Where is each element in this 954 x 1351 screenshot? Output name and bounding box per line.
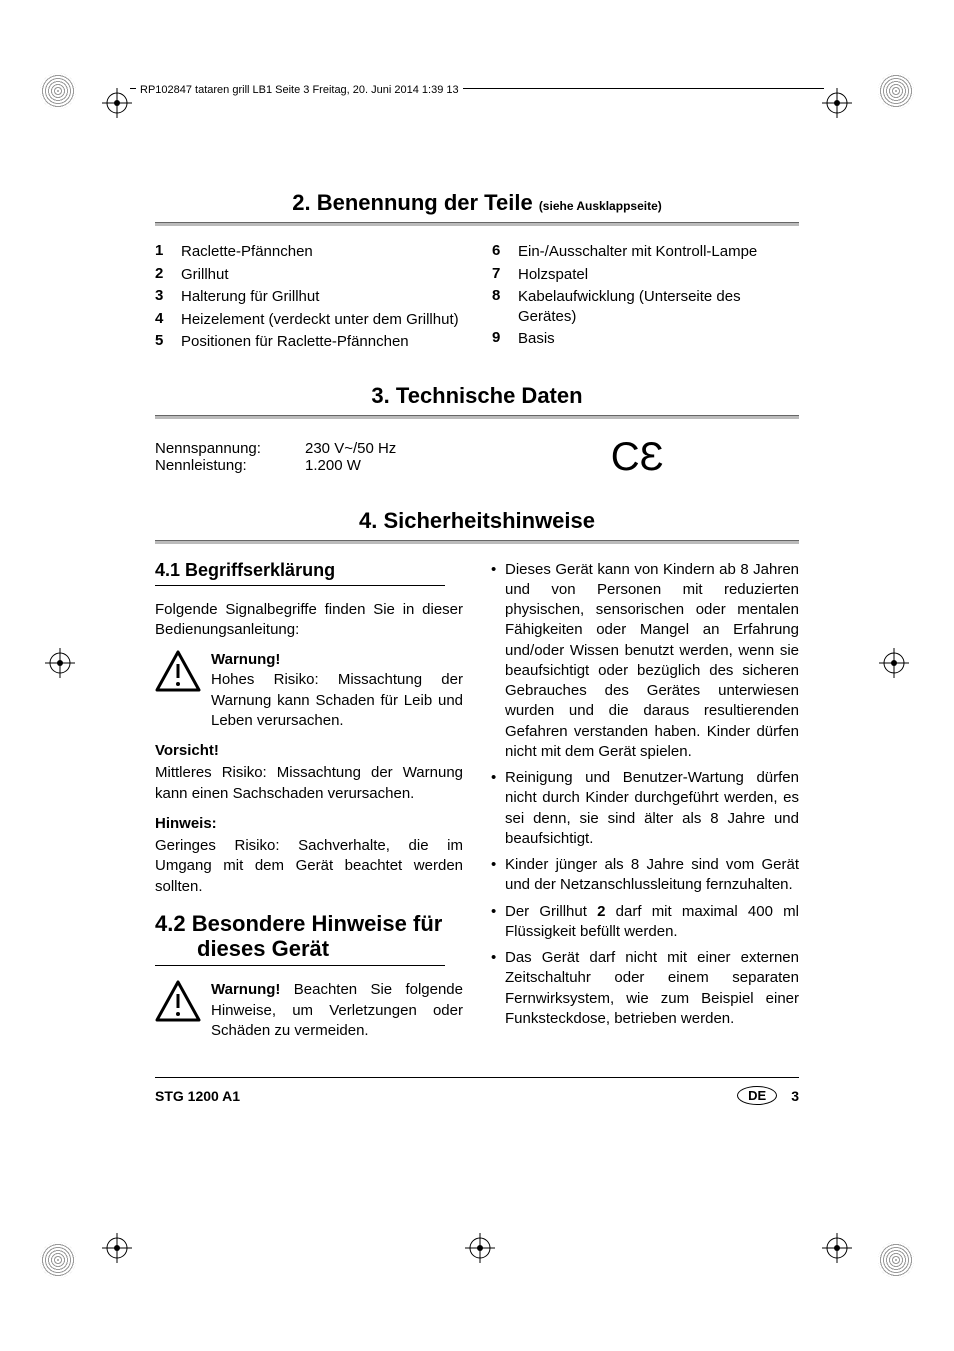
part-number: 9	[492, 329, 518, 349]
section-title-safety: 4. Sicherheitshinweise	[155, 508, 799, 534]
part-number: 7	[492, 265, 518, 285]
registration-crosshair-icon	[45, 648, 75, 678]
section-number: 4.	[359, 508, 377, 533]
section-title-text: Sicherheitshinweise	[383, 508, 595, 533]
safety-bullet: Reinigung und Benutzer-Wartung dürfen ni…	[491, 768, 799, 849]
section-divider	[155, 415, 799, 419]
registration-decoration	[40, 73, 76, 109]
registration-decoration	[878, 1242, 914, 1278]
warning-triangle-icon	[155, 650, 201, 731]
part-row: 4Heizelement (verdeckt unter dem Grillhu…	[155, 310, 462, 330]
section-title-text: Technische Daten	[396, 383, 583, 408]
warning-body: Warnung! Beachten Sie folgende Hinweise,…	[211, 980, 463, 1041]
warning-body: Warnung! Hohes Risiko: Missachtung der W…	[211, 650, 463, 731]
part-row: 1Raclette-Pfännchen	[155, 242, 462, 262]
tech-data-block: Nennspannung:230 V~/50 HzNennleistung:1.…	[155, 440, 551, 474]
tech-row: Nennleistung:1.200 W	[155, 457, 551, 474]
tech-value: 230 V~/50 Hz	[305, 440, 396, 457]
parts-column-right: 6Ein-/Ausschalter mit Kontroll-Lampe7Hol…	[492, 242, 799, 355]
section-number: 3.	[371, 383, 389, 408]
part-row: 8Kabelaufwicklung (Unterseite des Geräte…	[492, 287, 799, 326]
part-row: 6Ein-/Ausschalter mit Kontroll-Lampe	[492, 242, 799, 262]
registration-crosshair-icon	[102, 88, 132, 118]
tech-key: Nennleistung:	[155, 457, 305, 474]
part-label: Halterung für Grillhut	[181, 287, 462, 307]
part-row: 9Basis	[492, 329, 799, 349]
part-number: 8	[492, 287, 518, 326]
part-label: Holzspatel	[518, 265, 799, 285]
section-title-text: Benennung der Teile	[317, 190, 533, 215]
part-number: 2	[155, 265, 181, 285]
part-number: 5	[155, 332, 181, 352]
section-title-tech: 3. Technische Daten	[155, 383, 799, 409]
tech-value: 1.200 W	[305, 457, 361, 474]
section-divider	[155, 222, 799, 226]
section-title-parts: 2. Benennung der Teile (siehe Ausklappse…	[155, 190, 799, 216]
part-label: Basis	[518, 329, 799, 349]
registration-crosshair-icon	[102, 1233, 132, 1263]
registration-decoration	[878, 73, 914, 109]
subheading-42-line2: dieses Gerät	[155, 936, 463, 961]
warnung-label: Warnung!	[211, 651, 280, 668]
part-label: Kabelaufwicklung (Unterseite des Gerätes…	[518, 287, 799, 326]
hinweis-label: Hinweis:	[155, 815, 217, 832]
part-number: 1	[155, 242, 181, 262]
part-row: 5Positionen für Raclette-Pfännchen	[155, 332, 462, 352]
footer-language-badge: DE	[737, 1086, 777, 1105]
tech-row: Nennspannung:230 V~/50 Hz	[155, 440, 551, 457]
part-label: Ein-/Ausschalter mit Kontroll-Lampe	[518, 242, 799, 262]
safety-bullet: Dieses Gerät kann von Kindern ab 8 Jahre…	[491, 560, 799, 763]
registration-crosshair-icon	[465, 1233, 495, 1263]
hinweis-text: Geringes Risiko: Sachverhalte, die im Um…	[155, 836, 463, 897]
parts-column-left: 1Raclette-Pfännchen2Grillhut3Halterung f…	[155, 242, 462, 355]
section-divider	[155, 540, 799, 544]
part-number: 6	[492, 242, 518, 262]
intro-paragraph: Folgende Signalbegriffe finden Sie in di…	[155, 600, 463, 641]
safety-bullet-list: Dieses Gerät kann von Kindern ab 8 Jahre…	[491, 560, 799, 1030]
part-row: 2Grillhut	[155, 265, 462, 285]
part-row: 3Halterung für Grillhut	[155, 287, 462, 307]
part-number: 4	[155, 310, 181, 330]
warnung-text: Hohes Risiko: Missachtung der Warnung ka…	[211, 671, 463, 729]
ce-mark-icon: C Ɛ	[611, 435, 660, 480]
section-number: 2.	[292, 190, 310, 215]
registration-crosshair-icon	[822, 88, 852, 118]
registration-decoration	[40, 1242, 76, 1278]
safety-bullet: Das Gerät darf nicht mit einer externen …	[491, 948, 799, 1029]
part-number: 3	[155, 287, 181, 307]
part-label: Grillhut	[181, 265, 462, 285]
part-label: Raclette-Pfännchen	[181, 242, 462, 262]
warning-triangle-icon	[155, 980, 201, 1041]
subheading-underline	[155, 965, 445, 966]
footer-page-number: 3	[791, 1088, 799, 1104]
tech-key: Nennspannung:	[155, 440, 305, 457]
subheading-42-line1: 4.2 Besondere Hinweise für	[155, 911, 463, 936]
part-label: Positionen für Raclette-Pfännchen	[181, 332, 462, 352]
vorsicht-label: Vorsicht!	[155, 742, 219, 759]
part-row: 7Holzspatel	[492, 265, 799, 285]
footer-model: STG 1200 A1	[155, 1088, 240, 1104]
subheading-41: 4.1 Begriffserklärung	[155, 560, 463, 581]
vorsicht-text: Mittleres Risiko: Missachtung der Warnun…	[155, 763, 463, 804]
subheading-underline	[155, 585, 445, 586]
page-footer: STG 1200 A1 DE 3	[155, 1077, 799, 1105]
registration-crosshair-icon	[822, 1233, 852, 1263]
warnung-label-42: Warnung!	[211, 981, 280, 998]
part-label: Heizelement (verdeckt unter dem Grillhut…	[181, 310, 462, 330]
registration-crosshair-icon	[879, 648, 909, 678]
safety-bullet: Der Grillhut 2 darf mit maximal 400 ml F…	[491, 902, 799, 943]
safety-bullet: Kinder jünger als 8 Jahre sind vom Gerät…	[491, 855, 799, 896]
section-subtitle: (siehe Ausklappseite)	[539, 199, 662, 213]
subheading-42: 4.2 Besondere Hinweise für dieses Gerät	[155, 911, 463, 962]
print-header-text: RP102847 tataren grill LB1 Seite 3 Freit…	[136, 84, 463, 96]
